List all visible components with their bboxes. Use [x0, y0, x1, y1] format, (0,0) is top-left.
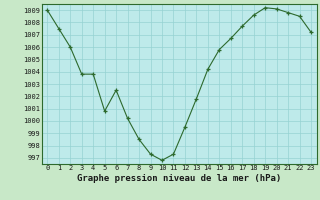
- X-axis label: Graphe pression niveau de la mer (hPa): Graphe pression niveau de la mer (hPa): [77, 174, 281, 183]
